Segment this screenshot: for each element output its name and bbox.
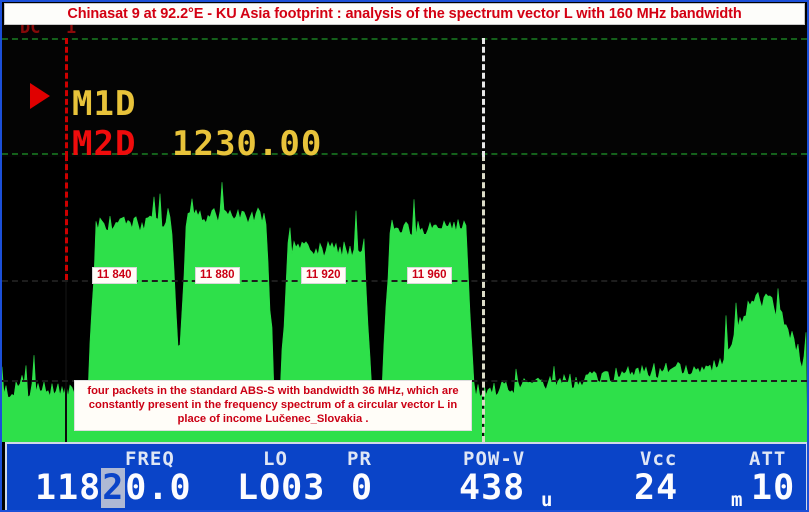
pow-v-label: POW-V [463, 448, 526, 470]
marker-m2-vertical-line [65, 38, 68, 157]
status-bar: FREQ 11820.0 LO LO03 PR 0 POW-V 438 u Vc… [5, 442, 807, 511]
dc-value: 1 [66, 22, 77, 38]
lo-value[interactable]: LO03 [237, 468, 326, 508]
marker-row-m1: M1D 1230.00 445 u ΔF: -160.00 [2, 44, 807, 157]
annotation-note: four packets in the standard ABS-S with … [74, 380, 472, 431]
active-marker-arrow-icon [30, 83, 50, 109]
m2-label: M2D [72, 124, 137, 157]
vcc-value: 24 [634, 468, 679, 508]
att-prefix: m [731, 489, 744, 511]
att-label: ATT [749, 448, 787, 470]
freq-label: FREQ [125, 448, 175, 470]
frequency-tick-label: 11 880 [195, 267, 240, 284]
grid-line-vertical-1 [65, 155, 67, 442]
pr-value[interactable]: 0 [351, 468, 374, 508]
frequency-tick-label: 11 840 [92, 267, 137, 284]
page-title: Chinasat 9 at 92.2°E - KU Asia footprint… [67, 6, 742, 22]
panel-divider-bottom [2, 153, 807, 155]
freq-value[interactable]: 11820.0 [35, 468, 192, 508]
grid-line-horizontal-1 [2, 280, 807, 282]
m1-label: M1D [72, 84, 137, 124]
vcc-label: Vcc [640, 448, 678, 470]
panel-divider-top [2, 38, 807, 40]
plot-marker-m1-line [482, 155, 485, 442]
dc-label: DC [20, 22, 41, 38]
lo-label: LO [263, 448, 288, 470]
freq-value-post: 0.0 [125, 468, 192, 508]
frequency-tick-label: 11 920 [301, 267, 346, 284]
freq-value-pre: 118 [35, 468, 102, 508]
measurement-readout-panel: DC 1 M1D 1230.00 445 u ΔF: -160.00 M2D 1… [2, 22, 807, 157]
spectrum-trace [2, 182, 807, 442]
att-value[interactable]: 10 [751, 468, 796, 508]
title-caption-bar: Chinasat 9 at 92.2°E - KU Asia footprint… [4, 3, 805, 25]
frequency-tick-label: 11 960 [407, 267, 452, 284]
freq-cursor-digit[interactable]: 2 [101, 468, 126, 508]
marker-m1-vertical-line [482, 38, 485, 157]
plot-marker-m2-line [65, 155, 68, 280]
error-row: PEE: <1 m PE: <1 m [2, 124, 807, 157]
pow-v-value: 438 [459, 468, 526, 508]
pr-label: PR [347, 448, 372, 470]
marker-row-m2: M2D 1070.00 436 u ΔL: 0.2 [2, 84, 807, 157]
pow-v-unit: u [541, 489, 554, 511]
m1-frequency: 1230.00 [172, 124, 323, 157]
spectrum-plot[interactable]: 11 840 11 880 11 920 11 960 four packets in… [2, 155, 807, 442]
